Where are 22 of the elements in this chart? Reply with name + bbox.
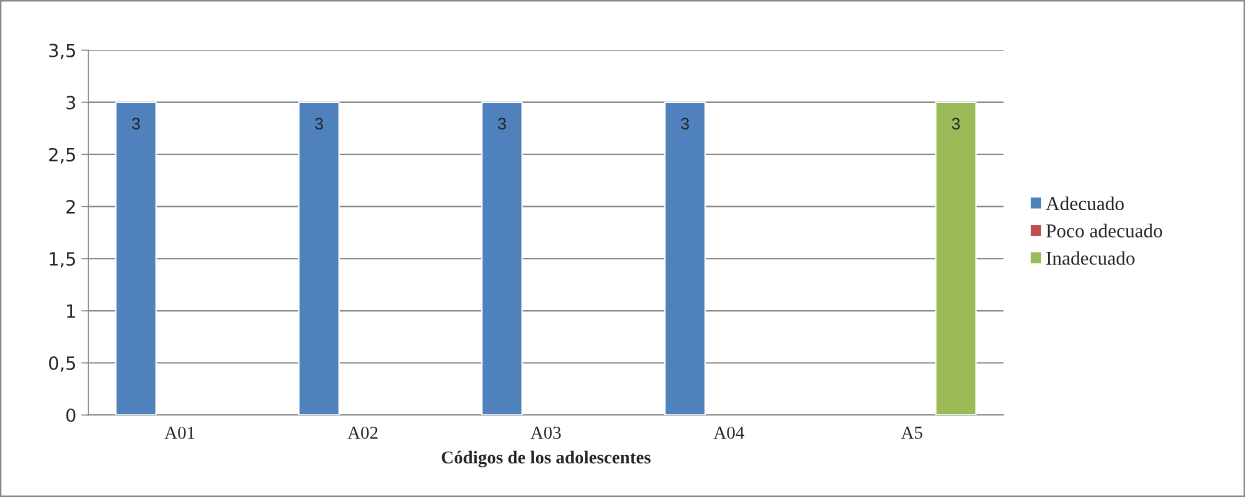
x-tick-label: A02 — [347, 426, 378, 439]
y-tick-label: 3 — [66, 95, 76, 110]
data-label: 3 — [498, 117, 506, 130]
legend-label: Adecuado — [1045, 196, 1124, 211]
x-tick-label: A03 — [530, 426, 561, 439]
y-tick-label: 3,5 — [49, 43, 76, 60]
y-tick-label: 2,5 — [49, 147, 76, 164]
y-tick-label: 2 — [66, 200, 75, 214]
x-axis-title: Códigos de los adolescentes — [441, 450, 651, 468]
data-label: 3 — [951, 117, 960, 130]
data-label: 3 — [681, 117, 689, 130]
y-tick-label: 1,5 — [49, 252, 76, 268]
x-tick-label: A01 — [164, 426, 195, 439]
x-tick-label: A5 — [901, 426, 923, 439]
data-label: 3 — [315, 117, 323, 130]
legend-label: Inadecuado — [1046, 251, 1135, 265]
y-tick-label: 1 — [67, 304, 75, 318]
data-label: 3 — [131, 117, 140, 130]
y-tick-label: 0,5 — [49, 356, 76, 372]
x-tick-label: A04 — [713, 426, 745, 439]
y-tick-label: 0 — [66, 408, 76, 423]
legend-label: Poco adecuado — [1046, 223, 1163, 238]
